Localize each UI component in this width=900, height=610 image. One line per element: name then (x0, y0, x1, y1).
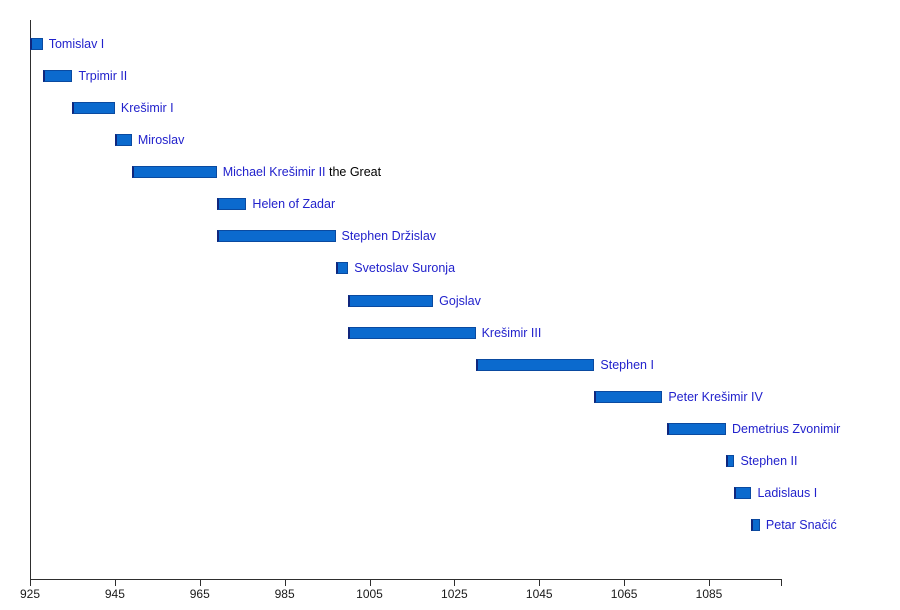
ruler-name: Stephen I (600, 357, 654, 372)
reign-bar (30, 38, 43, 50)
ruler-name-suffix: the Great (325, 165, 382, 180)
y-axis-line (30, 20, 31, 580)
ruler-name: Petar Snačić (765, 518, 837, 533)
x-axis-tick-mark (624, 580, 626, 586)
reign-bar (42, 70, 73, 83)
reign-bar-label: Krešimir I (121, 101, 174, 115)
x-axis-tick-mark (781, 580, 783, 586)
x-axis-tick-label: 945 (104, 587, 125, 601)
x-axis-tick-label: 1005 (356, 587, 383, 601)
reign-bar-label: Krešimir III (482, 326, 542, 340)
x-axis-line (30, 579, 783, 580)
reign-bar-label: Svetoslav Suronja (354, 261, 455, 275)
reign-bar-label: Stephen I (600, 358, 654, 372)
reign-bar (751, 519, 760, 532)
x-axis-tick-mark (454, 580, 456, 586)
reign-bar-label: Peter Krešimir IV (668, 390, 762, 404)
ruler-name: Svetoslav Suronja (354, 261, 456, 276)
x-axis-tick-label: 965 (189, 587, 210, 601)
ruler-name: Michael Krešimir II (222, 165, 326, 180)
reign-bar-label: Stephen II (740, 454, 797, 468)
x-axis-tick-mark (709, 580, 710, 586)
reign-bar (594, 390, 663, 403)
x-axis-tick-mark (114, 580, 116, 586)
x-axis-tick-mark (369, 580, 371, 586)
reign-bar (131, 166, 217, 179)
x-axis-tick-label: 1045 (525, 587, 553, 601)
reign-bar-label: Tomislav I (49, 37, 105, 51)
reign-bar-label: Ladislaus I (757, 486, 817, 500)
ruler-name: Gojslav (439, 293, 481, 308)
ruler-name: Stephen II (740, 453, 798, 468)
reign-bar (475, 358, 595, 371)
reign-bar-label: Helen of Zadar (252, 197, 335, 211)
ruler-name: Helen of Zadar (252, 197, 336, 212)
reign-bar-label: Petar Snačić (766, 518, 837, 532)
reign-bar (216, 230, 336, 243)
reign-bar (114, 134, 132, 147)
reign-bar-label: Michael Krešimir II the Great (223, 165, 381, 179)
x-axis-tick-mark (539, 580, 541, 586)
reign-bar (666, 422, 726, 435)
ruler-name: Ladislaus I (757, 485, 818, 500)
reign-bar-label: Miroslav (138, 133, 185, 147)
x-axis-tick-mark (199, 580, 201, 586)
reign-bar-label: Demetrius Zvonimir (732, 422, 840, 436)
reign-bar (348, 326, 476, 339)
reign-bar (725, 454, 735, 467)
reign-bar-label: Gojslav (439, 294, 481, 308)
ruler-name: Krešimir I (120, 101, 174, 116)
x-axis-tick-label: 1065 (610, 587, 638, 601)
reign-bar (335, 262, 349, 275)
x-axis-tick-mark (30, 580, 31, 586)
ruler-name: Peter Krešimir IV (668, 389, 763, 404)
x-axis-tick-label: 985 (274, 587, 295, 601)
reign-bar (216, 198, 247, 211)
ruler-name: Tomislav I (48, 37, 105, 51)
reign-bar-label: Stephen Držislav (342, 229, 437, 243)
ruler-name: Krešimir III (481, 325, 542, 340)
x-axis-tick-mark (284, 580, 286, 586)
reign-bar-label: Trpimir II (78, 69, 127, 83)
ruler-name: Miroslav (137, 133, 185, 148)
ruler-name: Stephen Držislav (341, 229, 437, 244)
reign-bar (734, 486, 752, 499)
x-axis-tick-label: 1085 (695, 587, 723, 601)
x-axis-tick-label: 925 (19, 587, 41, 601)
x-axis-tick-label: 1025 (441, 587, 468, 601)
reign-bar (348, 294, 434, 307)
reign-bar (72, 102, 115, 115)
ruler-name: Trpimir II (78, 69, 128, 84)
ruler-name: Demetrius Zvonimir (731, 421, 841, 436)
